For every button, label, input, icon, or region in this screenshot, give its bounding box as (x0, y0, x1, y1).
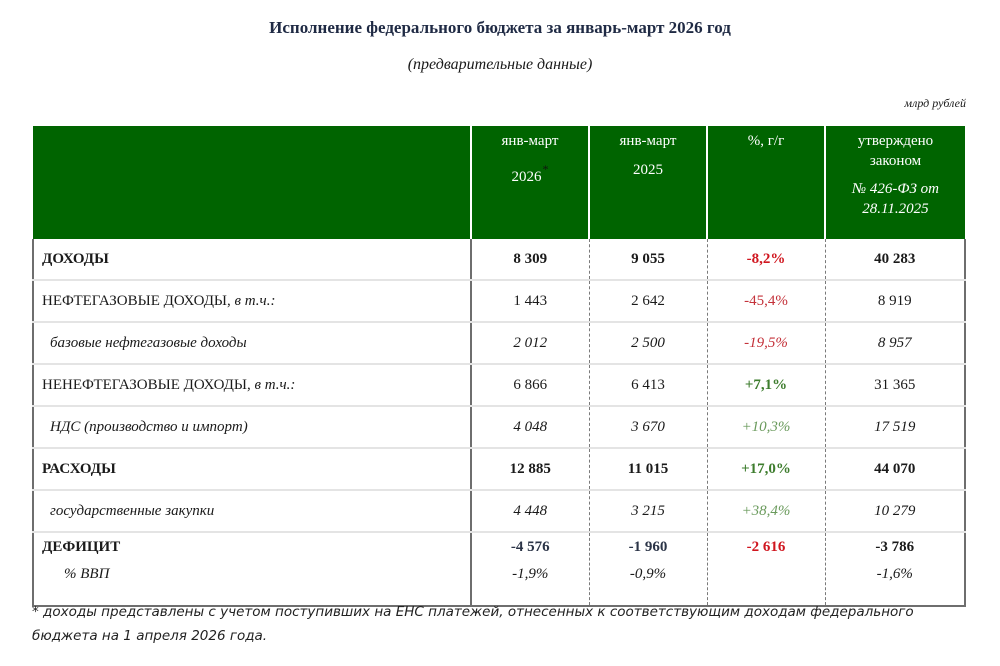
cell-2025: 3 215 (589, 490, 708, 533)
deficit-gdp-2025: -0,9% (629, 566, 667, 582)
row-label: ДОХОДЫ (32, 239, 472, 281)
cell-2025: 9 055 (589, 239, 708, 281)
header-approved: утверждено законом № 426-ФЗ от 28.11.202… (824, 126, 965, 239)
header-2025: янв-март 2025 (588, 126, 707, 239)
header-2026-line2: 2026 (511, 169, 542, 185)
header-2026: янв-март 2026* (470, 126, 589, 239)
cell-approved: 17 519 (825, 406, 966, 449)
header-2025-line2: 2025 (633, 162, 663, 178)
table-header-row: янв-март 2026* янв-март 2025 %, г/г утве… (33, 126, 965, 239)
cell-2025: 6 413 (589, 364, 708, 407)
header-yoy-label: %, г/г (747, 133, 785, 149)
cell-2026: 1 443 (471, 280, 590, 323)
cell-yoy: +10,3% (707, 406, 826, 449)
cell-2025: 3 670 (589, 406, 708, 449)
row-label-main: НЕФТЕГАЗОВЫЕ ДОХОДЫ, (42, 292, 231, 309)
cell-approved: 31 365 (825, 364, 966, 407)
header-label-col (33, 126, 471, 239)
header-2025-line1: янв-март (619, 133, 677, 149)
cell-approved: 10 279 (825, 490, 966, 533)
row-label-main: НЕНЕФТЕГАЗОВЫЕ ДОХОДЫ, (42, 376, 251, 393)
header-yoy: %, г/г (706, 126, 825, 239)
cell-yoy: +7,1% (707, 364, 826, 407)
deficit-change: -2 616 (746, 539, 786, 555)
header-approved-line1: утверждено (857, 133, 934, 149)
row-label-suffix: в т.ч.: (230, 292, 276, 309)
row-label: государственные закупки (32, 490, 472, 533)
row-label: НЕФТЕГАЗОВЫЕ ДОХОДЫ, в т.ч.: (32, 280, 472, 323)
budget-table: янв-март 2026* янв-март 2025 %, г/г утве… (32, 126, 966, 607)
row-label-suffix: в т.ч.: (250, 376, 296, 393)
row-label: РАСХОДЫ (32, 448, 472, 491)
table-row-vat: НДС (производство и импорт) 4 048 3 670 … (32, 406, 966, 449)
row-label: базовые нефтегазовые доходы (32, 322, 472, 365)
cell-yoy: -19,5% (707, 322, 826, 365)
row-label: НЕНЕФТЕГАЗОВЫЕ ДОХОДЫ, в т.ч.: (32, 364, 472, 407)
cell-approved: -3 786 -1,6% (825, 532, 966, 607)
header-2026-line1: янв-март (501, 133, 559, 149)
footnote: * доходы представлены с учетом поступивш… (32, 604, 914, 644)
cell-2025: -1 960 -0,9% (589, 532, 708, 607)
gdp-share-label: % ВВП (64, 566, 110, 582)
table-row-expenditures: РАСХОДЫ 12 885 11 015 +17,0% 44 070 (32, 448, 966, 491)
cell-2026: -4 576 -1,9% (471, 532, 590, 607)
deficit-approved: -3 786 (875, 539, 915, 555)
footnote-marker: * (542, 162, 549, 176)
cell-approved: 8 919 (825, 280, 966, 323)
cell-2026: 4 048 (471, 406, 590, 449)
cell-2026: 4 448 (471, 490, 590, 533)
deficit-2025: -1 960 (628, 539, 668, 555)
cell-yoy: -45,4% (707, 280, 826, 323)
cell-approved: 44 070 (825, 448, 966, 491)
cell-2026: 12 885 (471, 448, 590, 491)
cell-2026: 8 309 (471, 239, 590, 281)
deficit-2026: -4 576 (510, 539, 550, 555)
cell-2026: 6 866 (471, 364, 590, 407)
cell-yoy: +38,4% (707, 490, 826, 533)
header-approved-law-date: 28.11.2025 (862, 201, 929, 217)
cell-yoy: +17,0% (707, 448, 826, 491)
cell-yoy: -2 616 (707, 532, 826, 607)
row-label: НДС (производство и импорт) (32, 406, 472, 449)
table-row-procurement: государственные закупки 4 448 3 215 +38,… (32, 490, 966, 533)
cell-yoy: -8,2% (707, 239, 826, 281)
cell-2025: 11 015 (589, 448, 708, 491)
header-approved-law: № 426-ФЗ от (852, 181, 939, 197)
cell-2026: 2 012 (471, 322, 590, 365)
units-label: млрд рублей (904, 96, 966, 110)
page-title: Исполнение федерального бюджета за январ… (269, 18, 731, 37)
header-approved-line2: законом (869, 153, 922, 169)
cell-approved: 8 957 (825, 322, 966, 365)
table-row-nonoil-revenues: НЕНЕФТЕГАЗОВЫЕ ДОХОДЫ, в т.ч.: 6 866 6 4… (32, 364, 966, 407)
row-label: ДЕФИЦИТ % ВВП (32, 532, 472, 607)
page-subtitle: (предварительные данные) (407, 56, 593, 73)
table-row-deficit: ДЕФИЦИТ % ВВП -4 576 -1,9% -1 960 -0,9% … (32, 532, 966, 607)
table-row-oilgas-revenues: НЕФТЕГАЗОВЫЕ ДОХОДЫ, в т.ч.: 1 443 2 642… (32, 280, 966, 323)
cell-2025: 2 500 (589, 322, 708, 365)
table-row-base-oilgas: базовые нефтегазовые доходы 2 012 2 500 … (32, 322, 966, 365)
table-row-revenues: ДОХОДЫ 8 309 9 055 -8,2% 40 283 (32, 239, 966, 281)
deficit-label: ДЕФИЦИТ (42, 539, 121, 555)
cell-approved: 40 283 (825, 239, 966, 281)
deficit-gdp-2026: -1,9% (512, 566, 549, 582)
deficit-gdp-approved: -1,6% (876, 566, 913, 582)
cell-2025: 2 642 (589, 280, 708, 323)
